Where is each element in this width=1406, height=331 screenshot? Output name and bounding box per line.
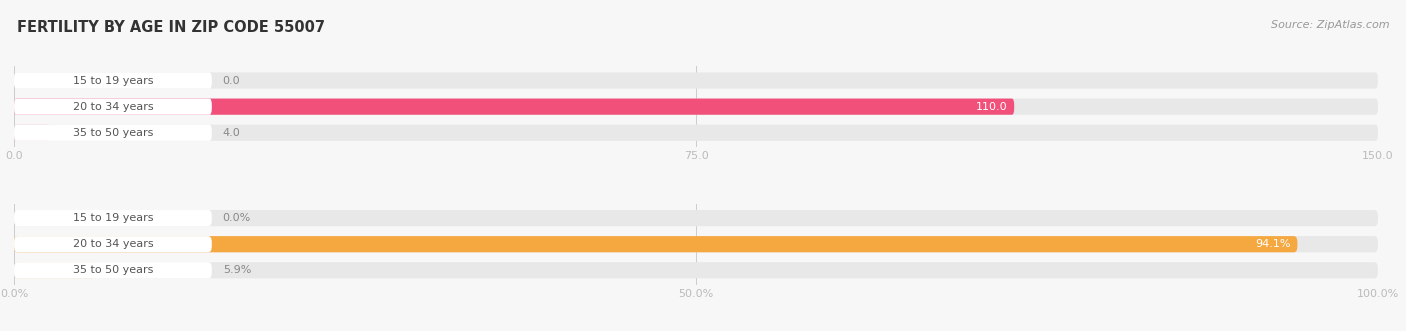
Text: FERTILITY BY AGE IN ZIP CODE 55007: FERTILITY BY AGE IN ZIP CODE 55007 — [17, 20, 325, 35]
FancyBboxPatch shape — [14, 262, 1378, 278]
Text: 110.0: 110.0 — [976, 102, 1007, 112]
Text: 4.0: 4.0 — [222, 128, 240, 138]
FancyBboxPatch shape — [14, 99, 1378, 115]
Text: 0.0%: 0.0% — [222, 213, 252, 223]
FancyBboxPatch shape — [14, 236, 1378, 252]
FancyBboxPatch shape — [14, 125, 1378, 141]
FancyBboxPatch shape — [14, 125, 51, 141]
Text: 15 to 19 years: 15 to 19 years — [73, 213, 153, 223]
Text: 15 to 19 years: 15 to 19 years — [73, 75, 153, 85]
Text: 94.1%: 94.1% — [1256, 239, 1291, 249]
FancyBboxPatch shape — [14, 72, 212, 89]
FancyBboxPatch shape — [14, 210, 212, 226]
FancyBboxPatch shape — [14, 99, 1014, 115]
Text: 35 to 50 years: 35 to 50 years — [73, 128, 153, 138]
FancyBboxPatch shape — [14, 72, 1378, 89]
FancyBboxPatch shape — [14, 262, 212, 278]
Text: 5.9%: 5.9% — [222, 265, 252, 275]
FancyBboxPatch shape — [14, 236, 1298, 252]
FancyBboxPatch shape — [14, 262, 94, 278]
Text: Source: ZipAtlas.com: Source: ZipAtlas.com — [1271, 20, 1389, 30]
FancyBboxPatch shape — [14, 99, 212, 115]
FancyBboxPatch shape — [14, 236, 212, 252]
FancyBboxPatch shape — [14, 125, 212, 141]
Text: 35 to 50 years: 35 to 50 years — [73, 265, 153, 275]
Text: 0.0: 0.0 — [222, 75, 240, 85]
Text: 20 to 34 years: 20 to 34 years — [73, 239, 153, 249]
FancyBboxPatch shape — [14, 210, 1378, 226]
Text: 20 to 34 years: 20 to 34 years — [73, 102, 153, 112]
